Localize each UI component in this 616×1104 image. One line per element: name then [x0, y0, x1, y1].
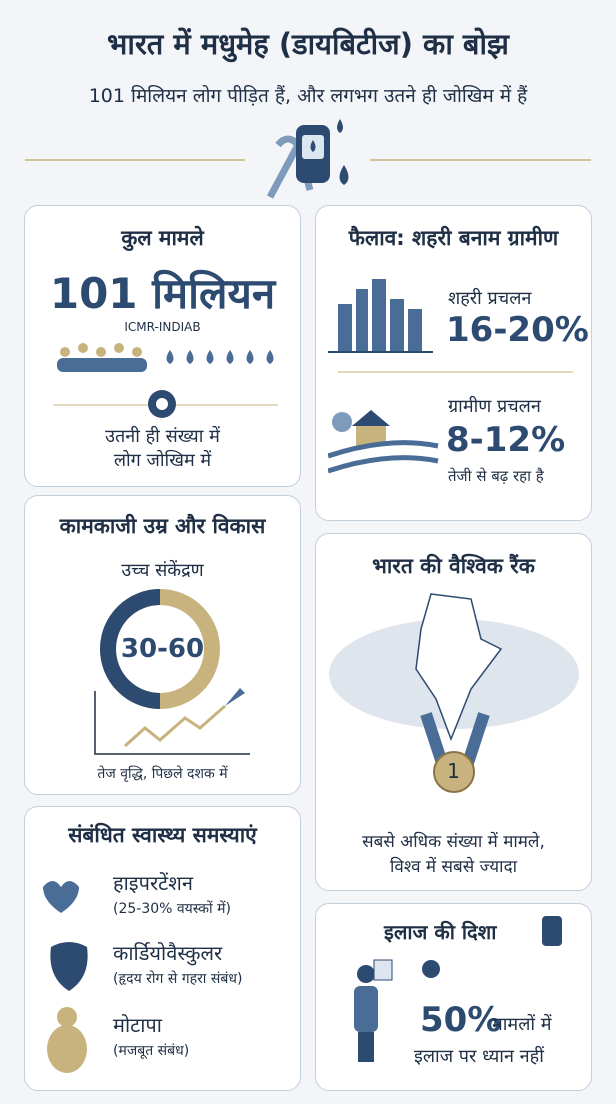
- subtitle: 101 मिलियन लोग पीड़ित हैं, और लगभग उतने …: [88, 85, 528, 107]
- card-title: संबंधित स्वास्थ्य समस्याएं: [68, 823, 257, 847]
- card-title: कुल मामले: [121, 226, 204, 250]
- related-card: संबंधित स्वास्थ्य समस्याएं हाइपरटेंशन (2…: [24, 806, 301, 1091]
- urban-value: 16-20%: [446, 310, 589, 350]
- condition-name: हाइपरटेंशन: [113, 871, 193, 895]
- rural-value: 8-12%: [446, 420, 566, 460]
- condition-name: मोटापा: [113, 1013, 162, 1037]
- card-title: फैलाव: शहरी बनाम ग्रामीण: [348, 226, 559, 250]
- global-rank-card: भारत की वैश्विक रैंक 1 सबसे अधिक संख्या …: [315, 533, 592, 891]
- card-title: इलाज की दिशा: [384, 920, 497, 944]
- rank-line: सबसे अधिक संख्या में मामले,: [362, 832, 545, 852]
- rank-line: विश्व में सबसे ज्यादा: [389, 857, 518, 877]
- condition-name: कार्डियोवैस्कुलर: [113, 941, 223, 965]
- urban-label: शहरी प्रचलन: [448, 288, 532, 309]
- condition-note: (हृदय रोग से गहरा संबंध): [113, 971, 243, 987]
- rural-label: ग्रामीण प्रचलन: [448, 396, 541, 417]
- card-title: भारत की वैश्विक रैंक: [372, 554, 535, 578]
- condition-note: (25-30% वयस्कों में): [113, 901, 231, 917]
- range: 30-60: [120, 634, 205, 664]
- treatment-card: इलाज की दिशा 50% मामलों में इलाज पर ध्या…: [315, 903, 592, 1091]
- risk-line: उतनी ही संख्या में: [105, 426, 220, 447]
- working-age-card: कामकाजी उम्र और विकास उच्च संकेंद्रण 30-…: [24, 495, 301, 795]
- growth-icon: [94, 688, 250, 755]
- doctor-icons: [354, 916, 562, 1062]
- risk-line: लोग जोखिम में: [113, 450, 212, 471]
- people-icons: [53, 343, 278, 418]
- treatment-line: मामलों में: [492, 1014, 552, 1035]
- total-cases-card: कुल मामले 101 मिलियन ICMR-INDIAB उतनी ही…: [24, 205, 301, 487]
- source: ICMR-INDIAB: [124, 320, 201, 334]
- note: तेज वृद्धि, पिछले दशक में: [97, 766, 228, 782]
- figure: 101 मिलियन: [49, 269, 276, 318]
- rural-icon: [328, 371, 573, 474]
- treatment-line: इलाज पर ध्यान नहीं: [414, 1046, 544, 1067]
- urban-rural-card: फैलाव: शहरी बनाम ग्रामीण शहरी प्रचलन 16-…: [315, 205, 592, 521]
- map-medal: [329, 593, 579, 793]
- label: उच्च संकेंद्रण: [121, 560, 204, 581]
- figure: 50%: [420, 1000, 502, 1040]
- card-title: कामकाजी उम्र और विकास: [59, 514, 266, 538]
- rank: 1: [447, 759, 460, 783]
- condition-icons: [43, 881, 88, 1073]
- city-icon: [328, 279, 433, 353]
- title: भारत में मधुमेह (डायबिटीज) का बोझ: [107, 27, 509, 61]
- header-icon: [25, 119, 591, 199]
- rural-note: तेजी से बढ़ रहा है: [448, 467, 544, 485]
- condition-note: (मजबूत संबंध): [113, 1043, 190, 1059]
- donut: [100, 589, 220, 709]
